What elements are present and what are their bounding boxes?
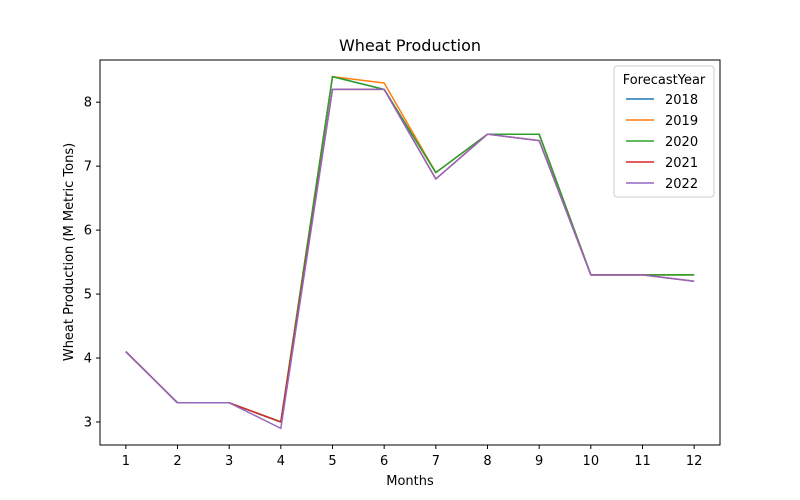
y-tick-label: 6 bbox=[84, 224, 92, 239]
x-tick-label: 6 bbox=[380, 454, 388, 469]
x-tick-label: 11 bbox=[634, 454, 651, 469]
y-tick-label: 3 bbox=[84, 415, 92, 430]
x-axis-label: Months bbox=[386, 474, 434, 489]
x-tick-label: 1 bbox=[122, 454, 130, 469]
legend-entry-label: 2019 bbox=[665, 114, 698, 129]
y-tick-label: 5 bbox=[84, 288, 92, 303]
legend-entry-label: 2020 bbox=[665, 135, 698, 150]
y-tick-label: 8 bbox=[84, 96, 92, 111]
y-tick-label: 4 bbox=[84, 352, 92, 367]
y-axis-ticks: 3 4 5 6 7 8 bbox=[84, 96, 100, 430]
legend-entry-label: 2018 bbox=[665, 93, 698, 108]
series-line-2021 bbox=[125, 88, 695, 423]
y-tick-label: 7 bbox=[84, 160, 92, 175]
x-axis-ticks: 1 2 3 4 5 6 7 8 9 10 11 12 bbox=[122, 445, 703, 469]
y-axis-label: Wheat Production (M Metric Tons) bbox=[62, 143, 77, 361]
chart-title: Wheat Production bbox=[339, 36, 481, 55]
x-tick-label: 8 bbox=[483, 454, 491, 469]
x-tick-label: 12 bbox=[686, 454, 703, 469]
legend: ForecastYear 2018 2019 2020 2021 2022 bbox=[613, 65, 715, 198]
legend-title: ForecastYear bbox=[623, 73, 706, 88]
x-tick-label: 5 bbox=[328, 454, 336, 469]
x-tick-label: 2 bbox=[173, 454, 181, 469]
x-tick-label: 7 bbox=[432, 454, 440, 469]
plot-lines bbox=[125, 75, 695, 430]
legend-entry-label: 2021 bbox=[665, 156, 698, 171]
x-tick-label: 3 bbox=[225, 454, 233, 469]
legend-entry-label: 2022 bbox=[665, 177, 698, 192]
x-tick-label: 9 bbox=[535, 454, 543, 469]
plot-frame bbox=[99, 59, 721, 446]
series-line-2019 bbox=[125, 75, 695, 423]
series-line-2022 bbox=[125, 88, 695, 430]
x-tick-label: 10 bbox=[583, 454, 600, 469]
x-tick-label: 4 bbox=[277, 454, 285, 469]
